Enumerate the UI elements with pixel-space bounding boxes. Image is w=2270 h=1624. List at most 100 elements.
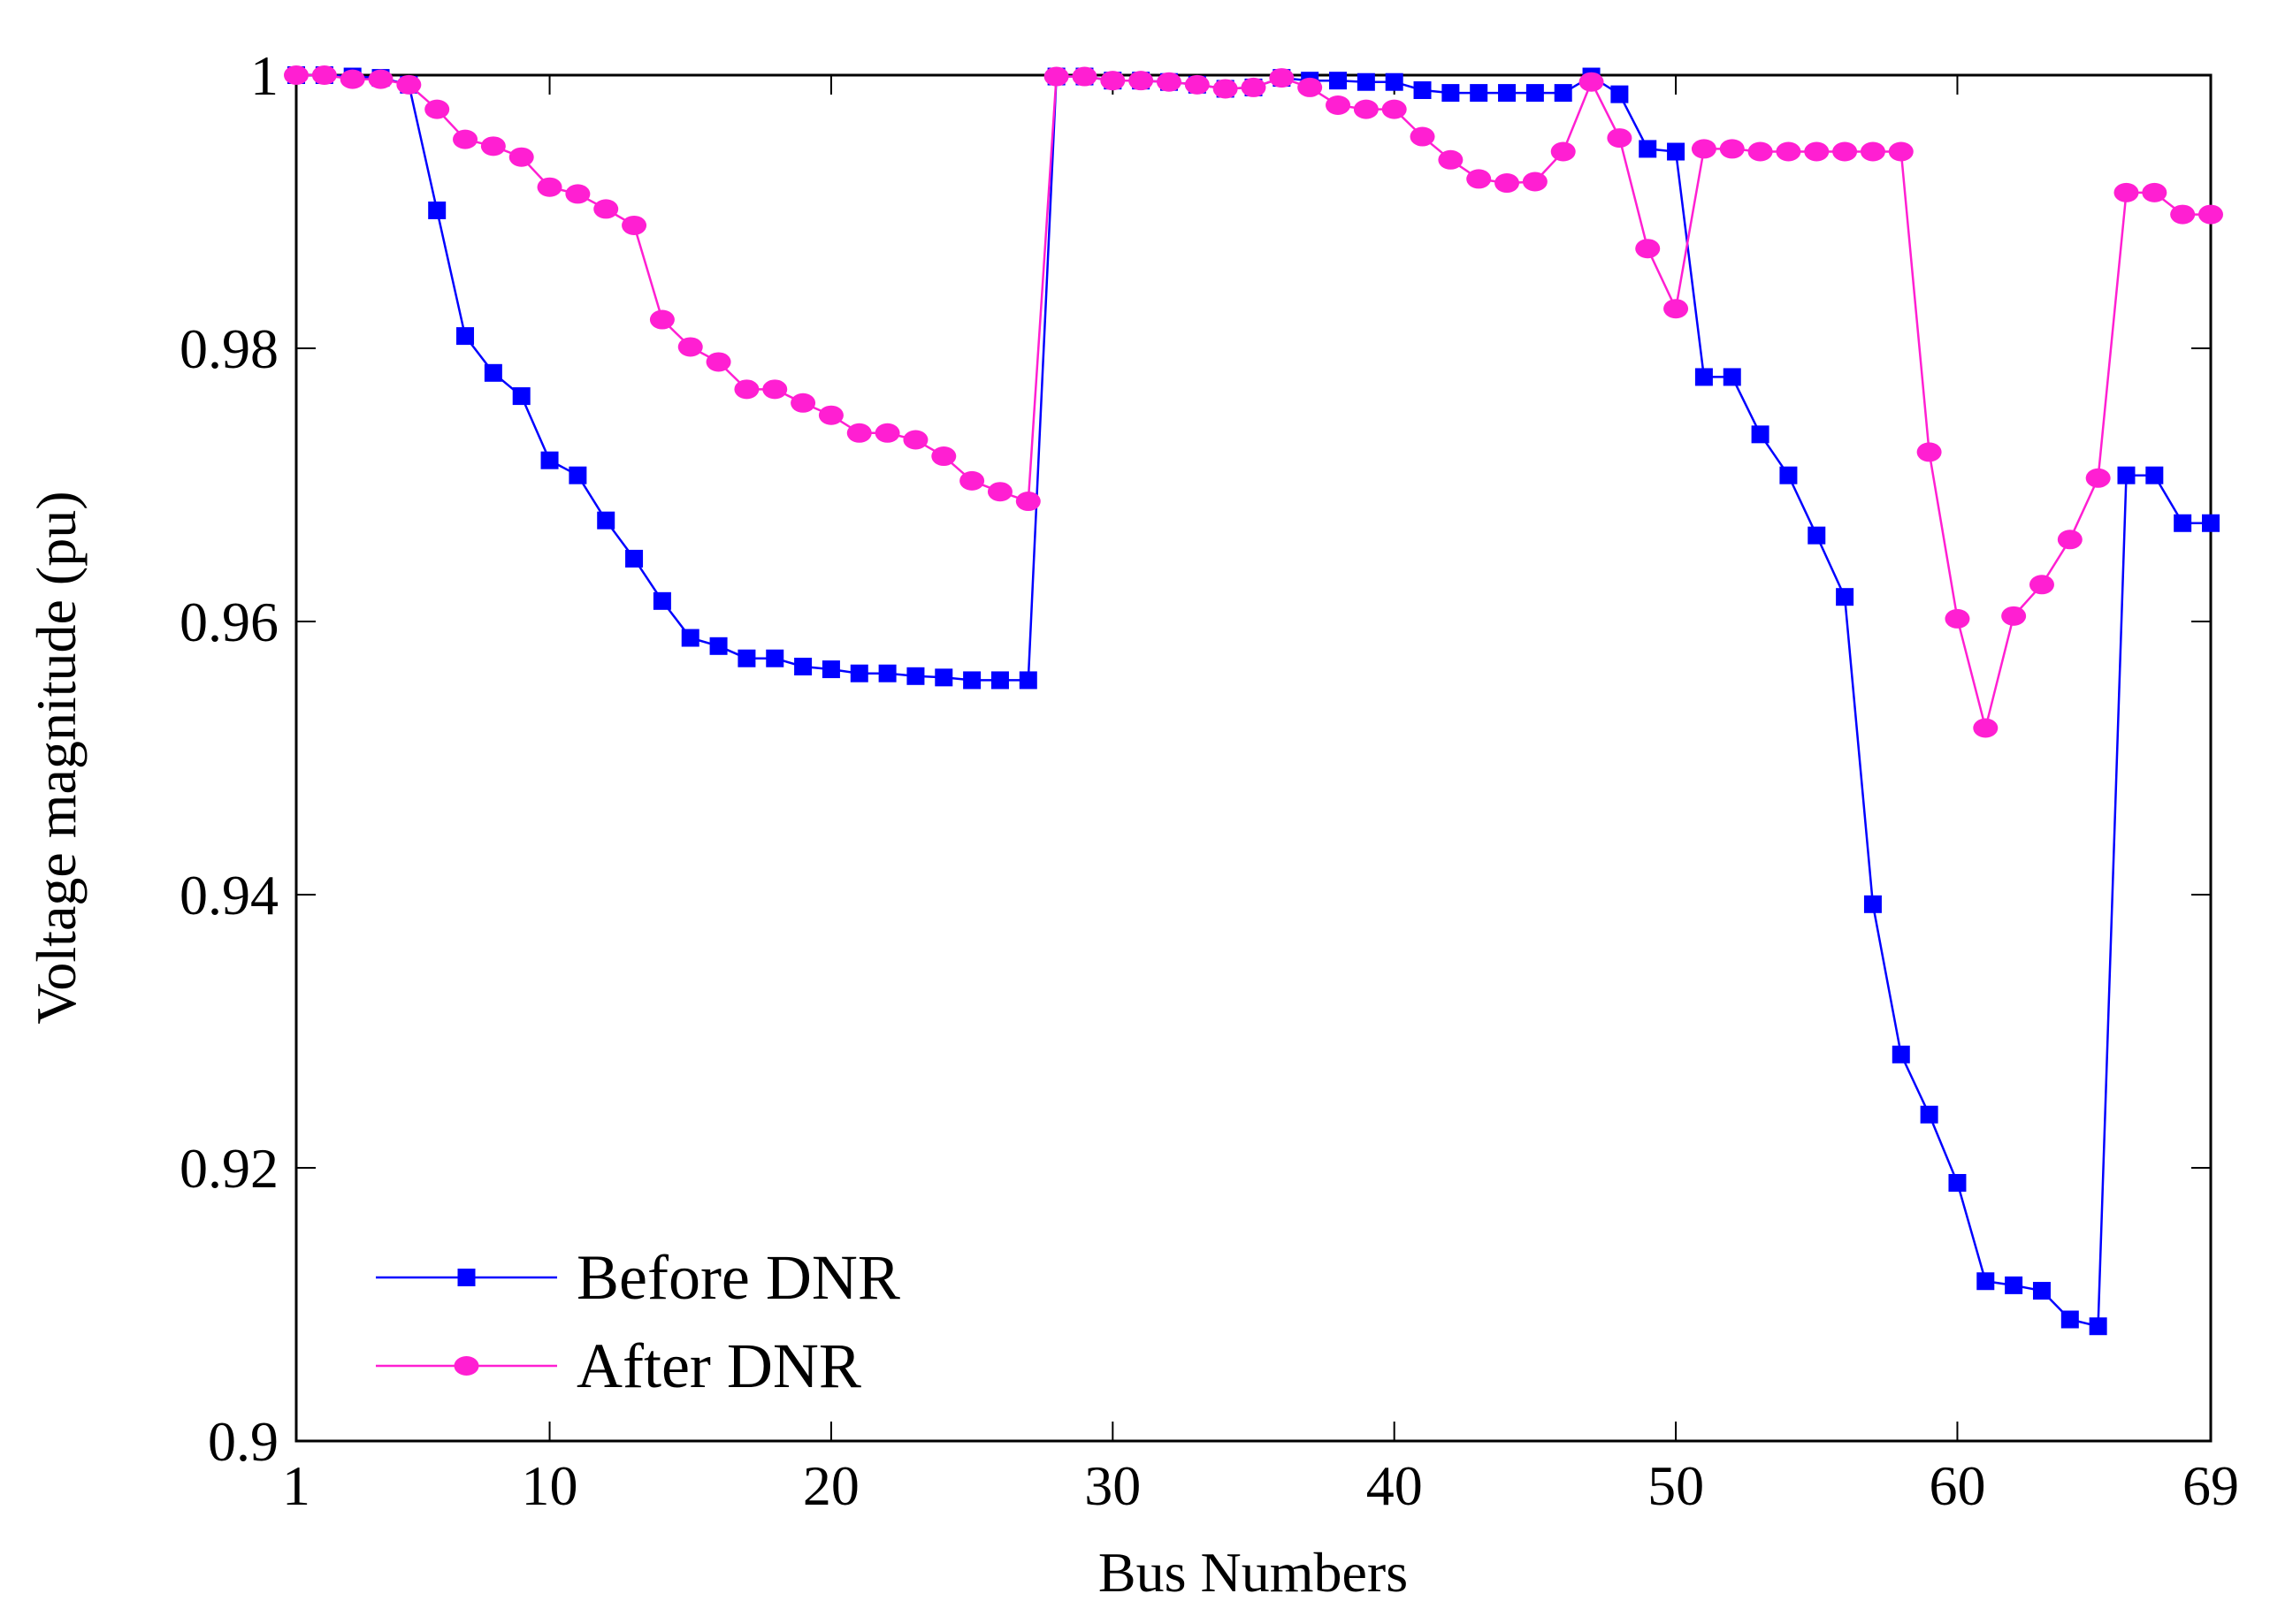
legend-entry: Before DNR bbox=[376, 1242, 900, 1313]
data-point bbox=[540, 451, 559, 469]
data-point bbox=[1860, 141, 1885, 162]
data-point bbox=[1241, 77, 1266, 97]
data-point bbox=[1916, 442, 1942, 462]
plot-area bbox=[294, 73, 2213, 1443]
data-point bbox=[1438, 149, 1464, 170]
y-tick-labels: 0.9 0.92 0.94 0.96 0.98 1 bbox=[180, 44, 279, 1473]
data-point bbox=[1719, 139, 1745, 159]
x-tick-label: 1 bbox=[282, 1454, 310, 1517]
data-point bbox=[1747, 141, 1773, 162]
data-point bbox=[1329, 72, 1348, 90]
x-tick-label: 50 bbox=[1647, 1454, 1704, 1517]
data-point bbox=[1694, 368, 1713, 386]
data-point bbox=[1639, 140, 1657, 158]
data-point bbox=[1353, 99, 1379, 119]
data-point bbox=[593, 199, 619, 219]
data-point bbox=[734, 379, 760, 400]
data-point bbox=[1607, 128, 1632, 149]
data-point bbox=[1663, 299, 1689, 319]
data-point bbox=[2117, 466, 2136, 484]
data-point bbox=[1441, 84, 1460, 103]
y-tick-label: 0.96 bbox=[180, 591, 279, 653]
data-point bbox=[990, 671, 1009, 690]
data-point bbox=[1836, 588, 1854, 606]
data-point bbox=[1948, 1173, 1967, 1192]
data-point bbox=[903, 430, 929, 450]
data-point bbox=[1019, 671, 1037, 690]
data-point bbox=[2032, 1282, 2051, 1300]
data-point bbox=[1269, 68, 1295, 88]
data-point bbox=[1776, 141, 1801, 162]
y-tick-label: 1 bbox=[250, 44, 279, 107]
data-point bbox=[1413, 80, 1432, 99]
data-point bbox=[1498, 84, 1517, 103]
data-point bbox=[1945, 608, 1970, 629]
data-point bbox=[1832, 141, 1858, 162]
data-point bbox=[1015, 492, 1041, 512]
data-point bbox=[762, 379, 788, 400]
data-point bbox=[653, 591, 671, 610]
y-axis-title: Voltage magnitude (pu) bbox=[25, 491, 88, 1024]
data-point bbox=[709, 637, 728, 655]
data-point bbox=[1808, 526, 1826, 545]
data-point bbox=[2142, 182, 2167, 202]
data-point bbox=[1100, 71, 1126, 91]
data-point bbox=[1385, 72, 1403, 91]
y-tick-label: 0.98 bbox=[180, 317, 279, 380]
data-point bbox=[1156, 72, 1181, 92]
data-point bbox=[2089, 1317, 2107, 1336]
data-point bbox=[537, 177, 562, 197]
legend: Before DNR After DNR bbox=[376, 1242, 900, 1401]
data-point bbox=[2174, 514, 2192, 532]
series-after-dnr bbox=[284, 65, 2223, 738]
data-point bbox=[878, 664, 897, 682]
data-point bbox=[484, 363, 502, 382]
x-axis-title: Bus Numbers bbox=[1098, 1541, 1408, 1604]
data-point bbox=[822, 660, 840, 679]
data-point bbox=[625, 549, 644, 568]
data-point bbox=[1410, 126, 1435, 147]
data-point bbox=[1723, 368, 1741, 386]
data-point bbox=[1466, 169, 1492, 189]
data-point bbox=[2145, 466, 2164, 484]
data-point bbox=[1578, 72, 1604, 92]
data-point bbox=[1751, 425, 1769, 444]
data-point bbox=[791, 393, 816, 413]
data-point bbox=[622, 215, 647, 235]
data-point bbox=[987, 482, 1013, 502]
x-tick-label: 69 bbox=[2182, 1454, 2239, 1517]
data-point bbox=[738, 649, 756, 667]
data-point bbox=[512, 387, 531, 406]
data-point bbox=[1470, 84, 1488, 103]
data-point bbox=[794, 657, 813, 675]
data-point bbox=[1357, 72, 1375, 91]
data-point bbox=[396, 74, 422, 95]
data-point bbox=[2029, 575, 2054, 595]
data-point bbox=[963, 671, 982, 690]
legend-marker bbox=[454, 1356, 479, 1376]
data-point bbox=[1804, 141, 1830, 162]
data-point bbox=[453, 129, 478, 149]
x-tick-label: 10 bbox=[522, 1454, 578, 1517]
data-point bbox=[1184, 74, 1210, 95]
data-point bbox=[2198, 204, 2223, 225]
data-point bbox=[1667, 142, 1685, 161]
data-point bbox=[2057, 530, 2083, 550]
data-point bbox=[569, 466, 587, 484]
series-layer bbox=[284, 65, 2223, 1336]
data-point bbox=[1863, 895, 1882, 913]
data-point bbox=[2202, 514, 2220, 532]
legend-label: After DNR bbox=[577, 1330, 861, 1401]
y-tick-label: 0.9 bbox=[208, 1410, 279, 1473]
data-point bbox=[284, 65, 309, 85]
data-point bbox=[677, 337, 703, 357]
data-point bbox=[846, 423, 872, 443]
data-point bbox=[2113, 182, 2139, 202]
data-point bbox=[1691, 139, 1716, 159]
data-point bbox=[565, 184, 591, 204]
data-point bbox=[1297, 77, 1323, 97]
data-point bbox=[1381, 99, 1407, 119]
data-point bbox=[597, 511, 615, 530]
data-point bbox=[480, 136, 506, 156]
data-point bbox=[906, 667, 925, 685]
